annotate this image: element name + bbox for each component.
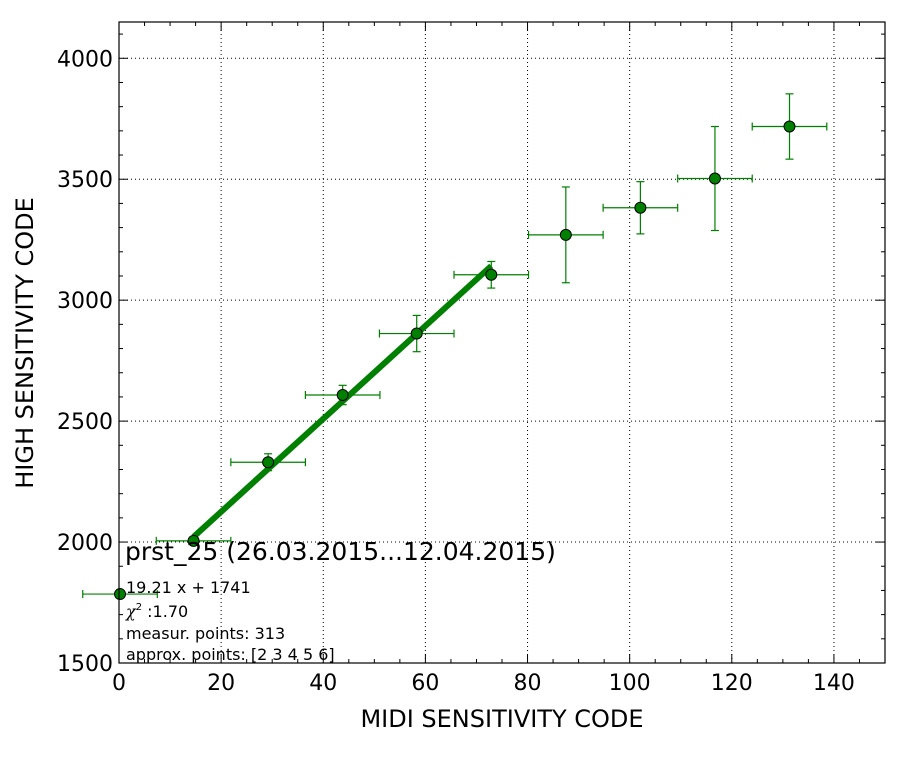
y-tick-label: 2500 <box>57 410 113 435</box>
x-tick-label: 0 <box>112 671 126 696</box>
annotation-chi-square: χ2 :1.70 <box>125 602 188 621</box>
data-point <box>262 456 275 469</box>
annotation-measur-points: measur. points: 313 <box>126 624 285 643</box>
x-tick-label: 80 <box>514 671 542 696</box>
data-point <box>485 268 498 281</box>
annotation-title: prst_25 (26.03.2015...12.04.2015) <box>125 537 556 566</box>
data-point <box>634 201 647 214</box>
y-tick-label: 1500 <box>57 652 113 677</box>
y-tick-label: 4000 <box>57 47 113 72</box>
y-tick-label: 3500 <box>57 168 113 193</box>
data-point <box>708 172 721 185</box>
tick-labels: 0 20 40 60 80 100 120 140 1500 2000 2500 3000 3500 40… <box>57 47 855 696</box>
data-point <box>336 388 349 401</box>
y-axis-title: HIGH SENSITIVITY CODE <box>11 197 39 489</box>
x-axis-title: MIDI SENSITIVITY CODE <box>360 705 643 733</box>
x-tick-label: 60 <box>411 671 439 696</box>
annotation-equation: 19.21 x + 1741 <box>126 578 251 597</box>
data-points <box>114 120 796 601</box>
chi-value: :1.70 <box>142 602 188 621</box>
ticks <box>118 22 886 664</box>
fit-line <box>191 263 494 540</box>
x-tick-label: 100 <box>609 671 651 696</box>
plot-area <box>119 22 885 663</box>
annotation: prst_25 (26.03.2015...12.04.2015) 19.21 … <box>125 537 556 664</box>
error-bars <box>82 93 828 599</box>
grid <box>119 22 885 663</box>
chi-symbol: χ <box>125 602 137 621</box>
data-point <box>114 588 127 601</box>
data-point <box>559 228 572 241</box>
data-point <box>187 534 200 547</box>
data-point <box>410 327 423 340</box>
plot-frame <box>118 21 886 664</box>
x-tick-label: 20 <box>207 671 235 696</box>
chi-sup: 2 <box>136 602 142 613</box>
annotation-approx-points: approx. points: [2 3 4 5 6] <box>126 645 335 664</box>
x-tick-label: 40 <box>309 671 337 696</box>
x-tick-label: 120 <box>711 671 753 696</box>
y-tick-label: 2000 <box>57 531 113 556</box>
data-point <box>783 120 796 133</box>
x-tick-label: 140 <box>813 671 855 696</box>
y-tick-label: 3000 <box>57 289 113 314</box>
